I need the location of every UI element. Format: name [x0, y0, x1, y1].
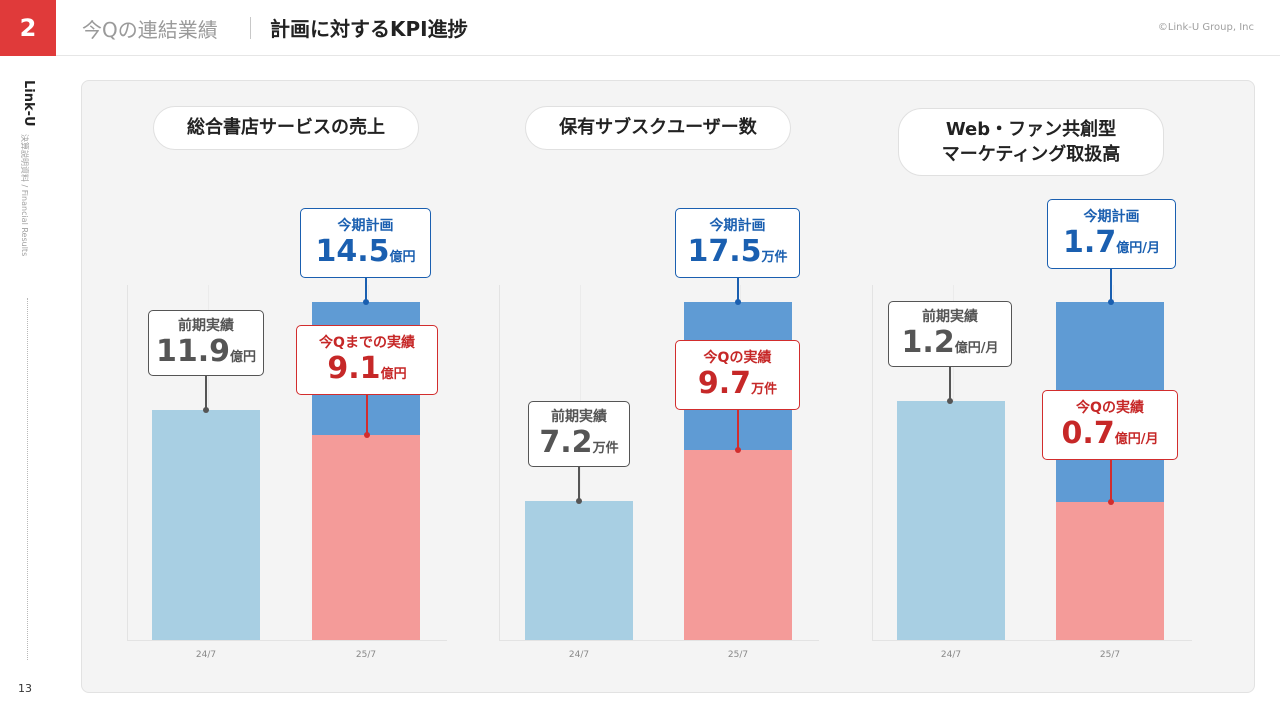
- callout-label: 今期計画: [709, 218, 766, 235]
- callout-label: 今Qの実績: [703, 350, 772, 367]
- callout-unit: 万件: [751, 381, 778, 397]
- callout-label: 今期計画: [1083, 209, 1140, 226]
- chart-title-pill: Web・ファン共創型 マーケティング取扱高: [898, 108, 1164, 176]
- callout-value: 17.5: [687, 233, 762, 269]
- x-tick-label: 24/7: [568, 650, 590, 660]
- bar-previous-year: [152, 410, 260, 640]
- callout-label: 今Qの実績: [1076, 400, 1144, 417]
- section-subtitle: 今Qの連結業績: [82, 18, 218, 42]
- callout-value: 0.7: [1061, 415, 1115, 451]
- callout-actual: 今Qまでの実績 9.1億円: [296, 325, 438, 395]
- bar-previous-year: [525, 501, 633, 640]
- callout-connector: [578, 467, 580, 501]
- x-tick-label: 25/7: [1099, 650, 1121, 660]
- slide-title: 計画に対するKPI進捗: [270, 17, 468, 41]
- callout-connector: [737, 410, 739, 450]
- callout-value: 1.2: [901, 324, 955, 360]
- callout-unit: 万件: [592, 440, 619, 456]
- callout-dot: [363, 299, 369, 305]
- copyright-text: ©Link-U Group, Inc: [1157, 22, 1254, 33]
- chart-title: 総合書店サービスの売上: [187, 117, 385, 139]
- callout-unit: 億円/月: [1116, 240, 1160, 256]
- x-tick-label: 25/7: [727, 650, 749, 660]
- callout-value: 7.2: [539, 424, 593, 460]
- x-tick-label: 25/7: [355, 650, 377, 660]
- callout-previous: 前期実績 11.9億円: [148, 310, 264, 376]
- bar-actual: [312, 435, 420, 640]
- callout-unit: 億円: [389, 249, 416, 265]
- callout-label: 前期実績: [551, 409, 607, 426]
- page-number: 13: [18, 682, 32, 695]
- chart-title-line2: マーケティング取扱高: [941, 144, 1121, 165]
- callout-connector: [737, 278, 739, 302]
- section-number-badge: 2: [0, 0, 56, 56]
- callout-plan: 今期計画 14.5億円: [300, 208, 431, 278]
- callout-connector: [365, 278, 367, 302]
- callout-previous: 前期実績 7.2万件: [528, 401, 630, 467]
- callout-unit: 億円/月: [954, 340, 999, 356]
- document-label: 決算説明資料 / Financial Results: [14, 134, 34, 284]
- callout-label: 今Qまでの実績: [319, 335, 415, 352]
- callout-value: 9.7: [697, 365, 752, 401]
- callout-label: 今期計画: [337, 218, 394, 235]
- callout-dot: [1108, 499, 1114, 505]
- rail-divider: [27, 298, 28, 660]
- callout-label: 前期実績: [922, 309, 978, 326]
- header-divider: [250, 17, 251, 39]
- chart-title: 保有サブスクユーザー数: [559, 117, 757, 139]
- document-label-text: 決算説明資料 / Financial Results: [20, 134, 29, 257]
- bar-previous-year: [897, 401, 1005, 640]
- chart-title-pill: 保有サブスクユーザー数: [525, 106, 791, 150]
- callout-dot: [364, 432, 370, 438]
- callout-dot: [735, 447, 741, 453]
- callout-unit: 億円/月: [1114, 431, 1159, 447]
- callout-plan: 今期計画 1.7億円/月: [1047, 199, 1176, 269]
- callout-dot: [1108, 299, 1114, 305]
- callout-connector: [366, 395, 368, 435]
- brand-logo-text: Link-U: [21, 80, 36, 127]
- callout-connector: [205, 376, 207, 410]
- bar-actual: [1056, 502, 1164, 640]
- callout-dot: [735, 299, 741, 305]
- callout-unit: 億円: [230, 349, 257, 365]
- x-tick-label: 24/7: [195, 650, 217, 660]
- chart-title-line1: Web・ファン共創型: [945, 118, 1117, 140]
- callout-connector: [1110, 460, 1112, 502]
- bar-actual: [684, 450, 792, 640]
- callout-value: 11.9: [155, 333, 230, 369]
- callout-value: 9.1: [327, 350, 381, 386]
- callout-actual: 今Qの実績 9.7万件: [675, 340, 800, 410]
- callout-connector: [1110, 269, 1112, 302]
- callout-connector: [949, 367, 951, 401]
- brand-logo: Link-U: [12, 80, 46, 127]
- slide-header: 2 今Qの連結業績 計画に対するKPI進捗 ©Link-U Group, Inc: [0, 0, 1280, 56]
- callout-value: 14.5: [315, 233, 390, 269]
- callout-unit: 万件: [761, 249, 788, 265]
- callout-plan: 今期計画 17.5万件: [675, 208, 800, 278]
- callout-actual: 今Qの実績 0.7億円/月: [1042, 390, 1178, 460]
- x-tick-label: 24/7: [940, 650, 962, 660]
- callout-dot: [947, 398, 953, 404]
- callout-dot: [203, 407, 209, 413]
- callout-previous: 前期実績 1.2億円/月: [888, 301, 1012, 367]
- callout-label: 前期実績: [178, 318, 234, 335]
- callout-dot: [576, 498, 582, 504]
- callout-value: 1.7: [1063, 224, 1117, 260]
- chart-title-pill: 総合書店サービスの売上: [153, 106, 419, 150]
- callout-unit: 億円: [380, 366, 407, 382]
